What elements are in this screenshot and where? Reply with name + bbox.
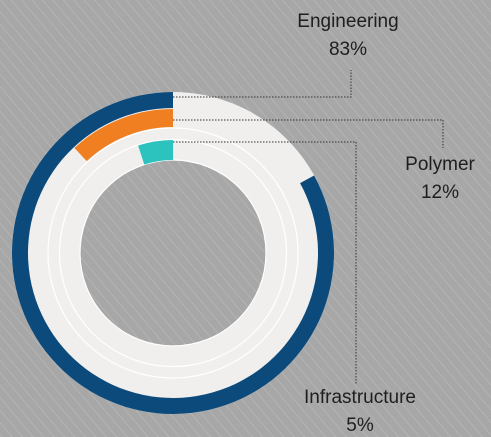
ring-bar bbox=[74, 109, 173, 162]
leader-line bbox=[173, 119, 444, 148]
value-label: 12% bbox=[421, 182, 459, 203]
category-label: Polymer bbox=[405, 154, 475, 175]
track-separator bbox=[47, 127, 299, 379]
ring-bar bbox=[138, 140, 173, 165]
leader-line bbox=[173, 141, 357, 385]
labels: Engineering 83% Polymer 12% Infrastructure 5% bbox=[173, 11, 476, 436]
category-label: Infrastructure bbox=[304, 387, 416, 408]
track-separator bbox=[58, 138, 288, 368]
rings bbox=[12, 92, 335, 415]
category-label: Engineering bbox=[297, 11, 398, 32]
leader-line bbox=[173, 70, 352, 98]
value-label: 83% bbox=[329, 39, 367, 60]
value-label: 5% bbox=[346, 415, 374, 436]
